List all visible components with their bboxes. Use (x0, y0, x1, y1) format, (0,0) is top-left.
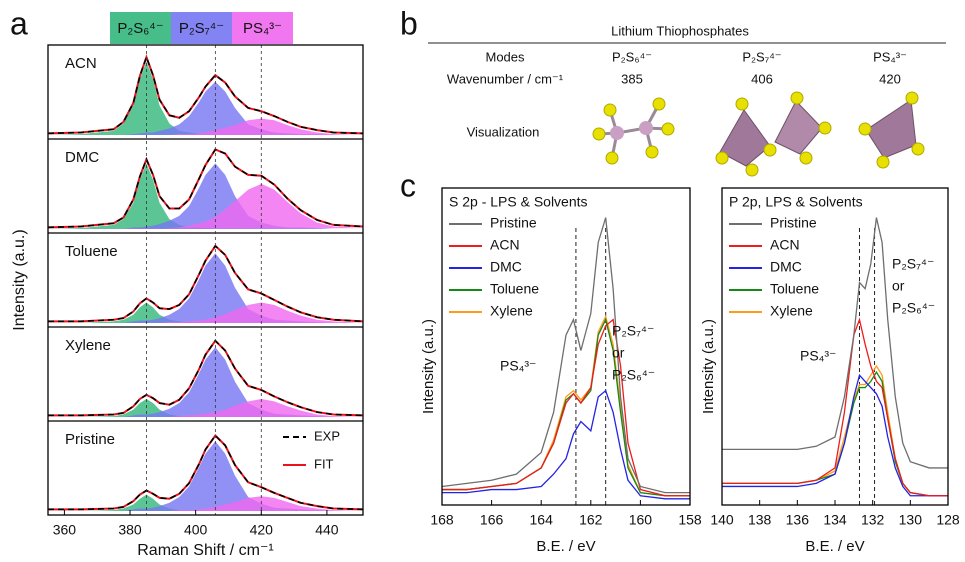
x-axis-label: B.E. / eV (536, 538, 595, 555)
x-tick-label: 140 (710, 512, 734, 528)
table-cell: 420 (879, 71, 901, 86)
chart-title: S 2p - LPS & Solvents (449, 194, 588, 210)
legend-label: Xylene (490, 303, 533, 319)
panel-series-label: DMC (65, 149, 99, 166)
panel-label: c (400, 167, 416, 203)
spectrum-line (722, 366, 948, 496)
legend-label: Toluene (490, 281, 539, 297)
legend-label: Pristine (490, 215, 537, 231)
x-tick-label: 400 (184, 522, 208, 538)
chart-title: P 2p, LPS & Solvents (729, 194, 863, 210)
x-tick-label: 164 (530, 512, 554, 528)
x-tick-label: 158 (678, 512, 702, 528)
annotation: or (892, 278, 905, 294)
table-cell: Wavenumber / cm⁻¹ (447, 71, 564, 86)
x-tick-label: 132 (861, 512, 885, 528)
table-cell: 385 (621, 71, 643, 86)
y-axis-label: Intensity (a.u.) (700, 319, 717, 414)
legend-label: Xylene (770, 303, 813, 319)
page-body: {"chart_data": [ {"type": "line", "panel… (0, 0, 965, 562)
legend-label: DMC (770, 259, 802, 275)
spectrum-line (442, 320, 690, 496)
x-tick-label: 136 (786, 512, 810, 528)
x-tick-label: 380 (118, 522, 142, 538)
panel-series-label: Pristine (65, 431, 115, 448)
table-header: P₂S₆⁴⁻ (612, 49, 652, 64)
spectrum-line (442, 218, 690, 493)
table-cell: 406 (751, 71, 773, 86)
x-tick-label: 360 (53, 522, 77, 538)
legend-label: PS₄³⁻ (243, 20, 282, 37)
page: Lithium Thiophosphates Raman and XPS htm… (0, 0, 965, 562)
y-axis-label: Intensity (a.u.) (11, 229, 28, 330)
table-header: P₂S₇⁴⁻ (742, 49, 781, 64)
spectrum-line (442, 391, 690, 499)
x-tick-label: 128 (936, 512, 960, 528)
panel-series-label: Toluene (65, 243, 118, 260)
plot-frame (722, 188, 948, 505)
x-axis-label: Raman Shift / cm⁻¹ (137, 542, 273, 559)
x-tick-label: 138 (748, 512, 772, 528)
panel-label: b (400, 5, 418, 41)
peak-area (48, 253, 363, 323)
legend-label: EXP (314, 428, 340, 443)
table-cell: Visualization (467, 124, 540, 139)
panel-label: a (10, 5, 28, 41)
annotation: P₂S₇⁴⁻ (892, 256, 934, 272)
annotation: P₂S₇⁴⁻ (612, 323, 654, 339)
spectrum-line (442, 320, 690, 496)
table-header: Modes (485, 49, 525, 64)
annotation: PS₄³⁻ (500, 358, 536, 374)
annotation: P₂S₆⁴⁻ (612, 367, 655, 383)
molecule-ps4 (859, 92, 924, 168)
x-tick-label: 162 (579, 512, 603, 528)
legend-label: ACN (490, 237, 520, 253)
figure: b Lithium Thiophosphates Modes P₂S₆⁴⁻ P₂… (0, 0, 965, 562)
legend-label: Pristine (770, 215, 817, 231)
panel-series-label: Xylene (65, 337, 111, 354)
annotation: PS₄³⁻ (800, 348, 836, 364)
spectrum-line (442, 317, 690, 496)
legend-label: Toluene (770, 281, 819, 297)
x-tick-label: 166 (480, 512, 504, 528)
legend-label: DMC (490, 259, 522, 275)
y-axis-label: Intensity (a.u.) (420, 319, 437, 414)
annotation: P₂S₆⁴⁻ (892, 300, 935, 316)
x-axis-label: B.E. / eV (805, 538, 864, 555)
legend-label: P₂S₆⁴⁻ (117, 20, 163, 37)
x-tick-label: 160 (629, 512, 653, 528)
x-tick-label: 440 (315, 522, 339, 538)
legend-label: P₂S₇⁴⁻ (179, 20, 224, 37)
legend-label: ACN (770, 237, 800, 253)
x-tick-label: 134 (823, 512, 847, 528)
panel-series-label: ACN (65, 55, 97, 72)
spectrum-line (722, 372, 948, 496)
legend-label: FIT (314, 456, 334, 471)
molecule-p2s6 (593, 98, 674, 164)
raman-plot: ACN DMC Toluene Xylene Pristine EXP FIT (48, 55, 363, 511)
x-tick-label: 420 (250, 522, 274, 538)
table-header: PS₄³⁻ (873, 49, 907, 64)
x-tick-label: 130 (899, 512, 923, 528)
molecule-p2s7 (716, 92, 831, 176)
annotation: or (612, 345, 625, 361)
peak-area (48, 347, 363, 417)
peak-area (48, 82, 363, 135)
x-tick-label: 168 (430, 512, 454, 528)
table-title: Lithium Thiophosphates (611, 23, 749, 38)
